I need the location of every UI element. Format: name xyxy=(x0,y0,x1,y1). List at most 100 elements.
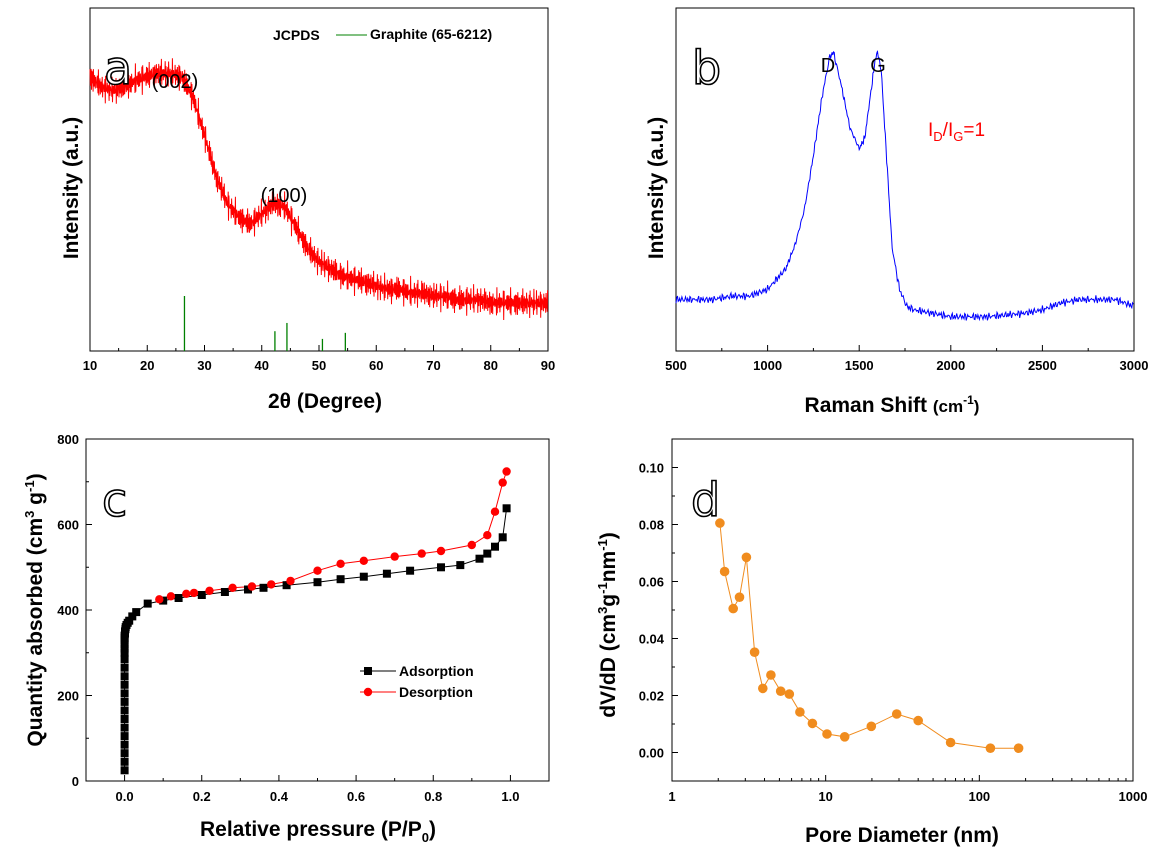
ratio-slash: / xyxy=(943,120,949,141)
x-tick-label: 60 xyxy=(369,358,383,373)
pore-distribution-point xyxy=(945,737,956,748)
ratio-i2: I xyxy=(948,120,953,141)
desorption-point xyxy=(467,540,476,550)
x-tick-label: 0.0 xyxy=(116,789,134,804)
x-tick-label: 2500 xyxy=(1028,358,1057,373)
adsorption-point xyxy=(120,644,129,653)
x-tick-label: 90 xyxy=(541,358,555,373)
panel-c-xlabel-main: Relative pressure (P/P xyxy=(200,818,422,841)
panel-a-legend-name: Graphite (65-6212) xyxy=(370,26,492,42)
panel-c-x-axis-title: Relative pressure (P/P0) xyxy=(200,818,436,845)
pore-distribution-point xyxy=(758,683,768,694)
panel-b-label: b xyxy=(692,41,721,95)
panel-b-g-band-label: G xyxy=(870,55,886,77)
x-tick-label: 1500 xyxy=(845,358,874,373)
x-tick-label: 80 xyxy=(484,358,498,373)
adsorption-point xyxy=(120,732,129,741)
y-tick-label: 0.10 xyxy=(639,461,664,476)
panel-b-x-ticks: 500 1000 1500 2000 2500 3000 xyxy=(665,345,1148,373)
desorption-point xyxy=(436,546,446,556)
panel-a-xrd: 10 20 30 40 50 60 70 80 90 a (002) (100) JCPDS G… xyxy=(60,7,555,413)
adsorption-point xyxy=(125,616,134,625)
adsorption-point xyxy=(502,504,511,513)
adsorption-point xyxy=(382,569,391,578)
panel-d-series-line xyxy=(719,523,1019,749)
y-tick-label: 0.06 xyxy=(639,575,664,590)
panel-b-intensity-ratio: ID/IG=1 xyxy=(928,120,985,144)
x-tick-label: 1.0 xyxy=(501,789,519,804)
panel-d-ticks: 1 10 100 1000 0.00 0.02 0.04 0.06 0.08 0.10 xyxy=(639,461,1148,805)
panel-c-label: c xyxy=(102,473,127,527)
adsorption-point xyxy=(120,715,129,723)
x-tick-label: 10 xyxy=(83,358,97,373)
adsorption-point xyxy=(120,749,129,758)
adsorption-point xyxy=(244,585,252,594)
panel-c-ylabel-sup2: -1 xyxy=(22,480,37,492)
desorption-point xyxy=(336,559,345,568)
adsorption-point xyxy=(128,612,137,621)
x-tick-label: 3000 xyxy=(1120,358,1149,373)
legend-desorption-swatch-marker xyxy=(363,687,373,697)
panel-d-ylabel-sup1: 3 xyxy=(595,607,610,614)
desorption-point xyxy=(313,566,322,575)
adsorption-point xyxy=(120,663,129,672)
adsorption-point xyxy=(259,583,268,592)
y-tick-label: 0 xyxy=(72,774,79,789)
legend-desorption-label: Desorption xyxy=(399,684,473,700)
panel-a-xrd-series-line xyxy=(89,58,549,321)
panel-b-xlabel-close: ) xyxy=(974,397,980,416)
adsorption-point xyxy=(336,575,345,584)
adsorption-point xyxy=(491,542,499,551)
panel-c-xlabel-sub: 0 xyxy=(422,830,429,845)
panel-b-xlabel-main: Raman Shift xyxy=(805,394,933,417)
adsorption-point xyxy=(143,599,152,608)
x-tick-label: 1000 xyxy=(1119,789,1148,804)
pore-distribution-point xyxy=(822,729,832,739)
ratio-value: =1 xyxy=(963,120,985,141)
panel-c-ylabel-main: Quantity absorbed (cm xyxy=(24,518,47,747)
panel-c-ticks: 0.0 0.2 0.4 0.6 0.8 1.0 0 200 400 600 800 xyxy=(57,432,550,804)
pore-distribution-point xyxy=(866,721,877,732)
adsorption-point xyxy=(498,533,507,542)
x-tick-label: 20 xyxy=(140,358,154,373)
adsorption-point xyxy=(120,655,129,664)
x-tick-label: 50 xyxy=(312,358,326,373)
panel-b-d-band-label: D xyxy=(821,55,835,77)
panel-a-peak-100-label: (100) xyxy=(261,185,308,207)
x-tick-label: 0.2 xyxy=(193,789,211,804)
adsorption-point xyxy=(120,648,129,657)
adsorption-point xyxy=(475,554,484,563)
adsorption-point xyxy=(174,594,183,602)
panel-a-peak-002-label: (002) xyxy=(152,71,199,93)
panel-c-legend: Adsorption Desorption xyxy=(360,663,474,700)
panel-d-ylabel-main: dV/dD (cm xyxy=(597,614,620,718)
desorption-point xyxy=(267,580,276,589)
desorption-point xyxy=(166,592,176,601)
pore-distribution-point xyxy=(719,566,730,577)
y-tick-label: 800 xyxy=(57,432,79,447)
x-tick-label: 100 xyxy=(968,789,990,804)
panel-d-ylabel-sup3: -1 xyxy=(595,539,610,551)
panel-a-x-axis-title: 2θ (Degree) xyxy=(268,390,382,413)
adsorption-point xyxy=(120,757,129,766)
y-tick-label: 0.04 xyxy=(639,632,665,647)
panel-a-y-axis-title: Intensity (a.u.) xyxy=(60,117,83,259)
panel-c-ylabel-close: ) xyxy=(24,473,47,480)
pore-distribution-point xyxy=(913,715,923,726)
panel-c-adsorption-line xyxy=(124,508,508,771)
adsorption-point xyxy=(437,563,445,572)
panel-c-isotherm: 0.0 0.2 0.4 0.6 0.8 1.0 0 200 400 600 800 c Adsorp… xyxy=(22,432,550,845)
adsorption-point xyxy=(220,588,229,596)
x-tick-label: 1 xyxy=(668,789,675,804)
desorption-point xyxy=(359,556,368,565)
y-tick-label: 200 xyxy=(57,689,79,704)
desorption-point xyxy=(390,552,399,561)
adsorption-point xyxy=(120,766,129,775)
panel-a-legend: JCPDS Graphite (65-6212) xyxy=(273,26,492,43)
adsorption-point xyxy=(120,706,129,715)
panel-d-plot-frame xyxy=(671,438,1134,782)
desorption-point xyxy=(490,507,500,516)
x-tick-label: 2000 xyxy=(936,358,965,373)
panel-a-x-ticks: 10 20 30 40 50 60 70 80 90 xyxy=(83,345,555,373)
panel-b-x-axis-title: Raman Shift (cm-1) xyxy=(805,393,980,417)
